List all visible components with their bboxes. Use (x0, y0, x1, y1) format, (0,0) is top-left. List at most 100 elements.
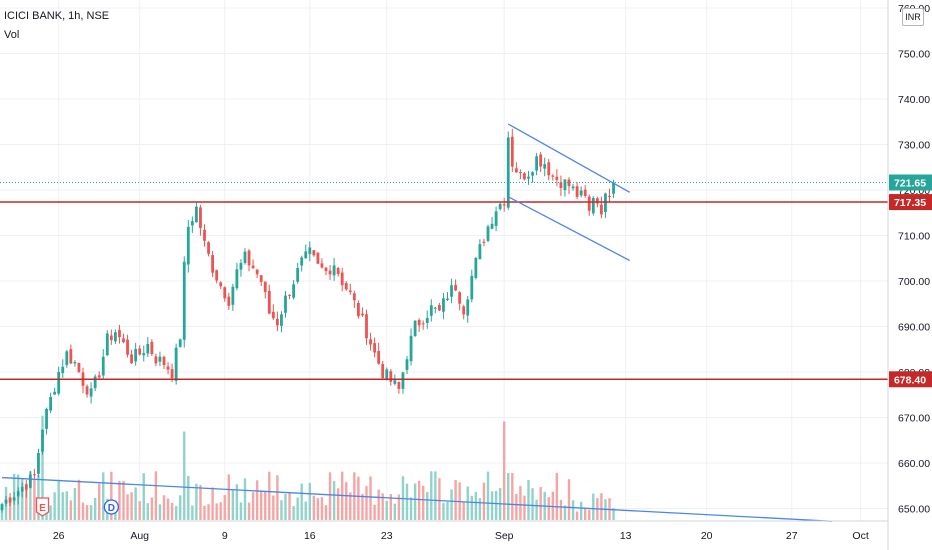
candle-body (494, 211, 498, 226)
y-tick-label: 710.00 (898, 231, 930, 243)
volume-bar (470, 495, 473, 520)
candle-body (409, 335, 413, 362)
volume-bar (515, 493, 518, 520)
earnings-marker (35, 497, 50, 517)
candle-body (118, 329, 121, 338)
symbol-title: ICICI BANK, 1h, NSE (4, 10, 110, 22)
volume-bar (588, 509, 591, 520)
candle-body (138, 348, 142, 355)
volume-bar (162, 495, 166, 520)
candle-body (579, 190, 583, 196)
volume-bar (349, 492, 352, 520)
candle-body (555, 176, 559, 180)
volume-bar (223, 495, 226, 520)
candle-body (559, 182, 563, 189)
currency-button[interactable]: INR (902, 8, 924, 26)
candle-body (235, 269, 239, 289)
candle-body (24, 484, 28, 490)
candle-body (365, 314, 368, 339)
candle-body (336, 268, 340, 274)
candle-body (393, 380, 397, 384)
volume-bar (486, 471, 490, 520)
volume-bar (174, 506, 178, 520)
volume-bar (187, 475, 190, 520)
time-axis: 26 Aug 9 16 23 Sep 13 20 27 Oct (53, 530, 869, 542)
volume-bar (203, 505, 206, 520)
candle-body (381, 364, 385, 378)
price-axis: 650.00660.00670.00680.00690.00700.00710.… (898, 3, 930, 516)
candle-body (438, 305, 441, 311)
candle-body (458, 292, 462, 304)
candle-body (77, 362, 81, 373)
volume-bar (179, 495, 182, 520)
volume-bar (239, 502, 243, 520)
candle-body (547, 162, 551, 176)
volume-bar (332, 481, 336, 520)
volume-bar (454, 480, 457, 520)
volume-bar (357, 476, 360, 520)
candle-body (12, 497, 16, 501)
volume-bar (183, 431, 186, 520)
y-tick-label: 650.00 (898, 504, 930, 516)
candle-body (413, 320, 417, 336)
volume-bar (191, 505, 194, 520)
volume-bar (417, 480, 421, 520)
volume-bar (571, 500, 575, 520)
volume-bar (478, 498, 482, 520)
volume-bar (126, 494, 129, 520)
candle-body (28, 474, 32, 488)
volume-bar (65, 491, 68, 520)
volume-bar (547, 497, 550, 520)
volume-bar (592, 493, 595, 520)
candle-body (195, 206, 198, 223)
volume-bars (0, 415, 615, 520)
event-marker-letter: D (108, 503, 115, 514)
candle-body (429, 305, 433, 316)
volume-bar (405, 483, 409, 520)
volume-bar (122, 480, 125, 520)
volume-bar (304, 501, 307, 520)
volume-indicator-label[interactable]: Vol (4, 29, 20, 41)
candle-body (446, 298, 449, 300)
candle-body (49, 397, 52, 411)
volume-bar (89, 505, 93, 520)
candle-body (531, 172, 534, 176)
candle-body (397, 382, 401, 389)
candle-body (352, 293, 356, 301)
candle-body (0, 504, 4, 511)
volume-bar (264, 490, 267, 520)
candle-body (425, 317, 429, 323)
volume-bar (559, 499, 563, 520)
candle-body (223, 287, 227, 299)
volume-bar (523, 495, 526, 520)
candle-body (575, 186, 579, 197)
volume-bar (527, 479, 530, 520)
candle-body (162, 356, 166, 366)
x-tick-label: Aug (130, 530, 149, 542)
volume-bar (361, 493, 364, 520)
volume-bar (170, 502, 174, 520)
candle-body (523, 173, 526, 180)
price-tag-label: 717.35 (894, 197, 926, 209)
volume-bar (260, 490, 263, 520)
candle-body (231, 286, 235, 305)
candle-body (401, 372, 405, 389)
volume-bar (539, 487, 542, 520)
candle-body (97, 375, 101, 378)
volume-bar (422, 485, 425, 520)
dividend-marker (103, 499, 119, 515)
candle-body (170, 369, 174, 379)
candle-body (219, 282, 223, 287)
volume-bar (434, 471, 437, 520)
candle-body (259, 275, 263, 282)
candle-body (571, 186, 575, 189)
volume-bar (450, 489, 453, 520)
candle-body (385, 369, 389, 380)
volume-bar (61, 492, 64, 520)
candle-body (519, 172, 522, 174)
price-tag-label: 678.40 (894, 374, 926, 386)
candle-body (267, 290, 271, 314)
volume-bar (519, 485, 522, 520)
volume-bar (397, 494, 401, 520)
